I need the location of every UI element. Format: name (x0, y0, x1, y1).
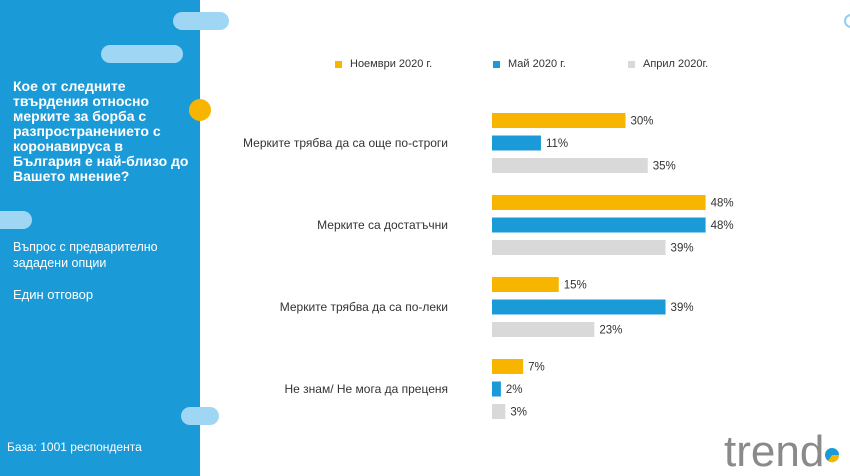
bar (492, 135, 541, 151)
category-label: Мерките трябва да са още по-строги (243, 136, 448, 150)
legend-item: Ноември 2020 г. (335, 58, 432, 70)
question-text: Кое от следните твърдения относно меркит… (13, 78, 189, 184)
data-label: 39% (671, 302, 694, 314)
bar (492, 322, 595, 337)
data-label: 23% (599, 325, 622, 337)
data-label: 48% (711, 220, 734, 232)
category-label: Мерките трябва да са по-леки (280, 300, 448, 314)
data-label: 3% (510, 407, 527, 419)
legend-swatch (335, 60, 342, 68)
answer-type: Един отговор (13, 287, 94, 302)
category-label: Мерките са достатъчни (317, 218, 448, 232)
bar (492, 113, 626, 128)
sample-base: База: 1001 респондента (7, 440, 142, 454)
trend-logo: trend (724, 428, 840, 472)
legend-item: Май 2020 г. (493, 58, 566, 70)
data-label: 35% (653, 161, 676, 173)
bar (492, 277, 559, 292)
category-label: Не знам/ Не мога да преценя (284, 382, 448, 396)
question-subtitle: Въпрос с предварително зададени опции (13, 240, 158, 270)
legend-label: Май 2020 г. (508, 58, 566, 70)
data-label: 15% (564, 280, 587, 292)
data-label: 30% (631, 116, 654, 128)
legend-swatch (493, 60, 500, 68)
logo-dot-accent (828, 455, 840, 463)
bar (492, 217, 706, 233)
bar (492, 359, 524, 374)
data-label: 39% (671, 243, 694, 255)
data-label: 48% (711, 198, 734, 210)
decorative-pill (181, 407, 219, 425)
logo-text: trend (724, 428, 824, 472)
decorative-dot (189, 99, 211, 121)
bar (492, 240, 666, 255)
data-label: 7% (528, 362, 545, 374)
chart-legend: Ноември 2020 г. Май 2020 г. Април 2020г. (0, 58, 850, 74)
decorative-pill (173, 12, 229, 30)
bar (492, 299, 666, 315)
data-label: 2% (506, 384, 523, 396)
legend-label: Ноември 2020 г. (350, 58, 433, 70)
decorative-ring (844, 14, 850, 28)
bar (492, 404, 506, 419)
sidebar: Кое от следните твърдения относно меркит… (0, 0, 200, 476)
legend-label: Април 2020г. (643, 58, 709, 70)
data-label: 11% (546, 138, 568, 150)
bar (492, 381, 501, 397)
decorative-pill (0, 211, 32, 229)
bar (492, 158, 648, 173)
legend-item: Април 2020г. (628, 58, 708, 70)
bar (492, 195, 706, 210)
decorative-pill (101, 45, 183, 63)
legend-swatch (628, 60, 635, 68)
